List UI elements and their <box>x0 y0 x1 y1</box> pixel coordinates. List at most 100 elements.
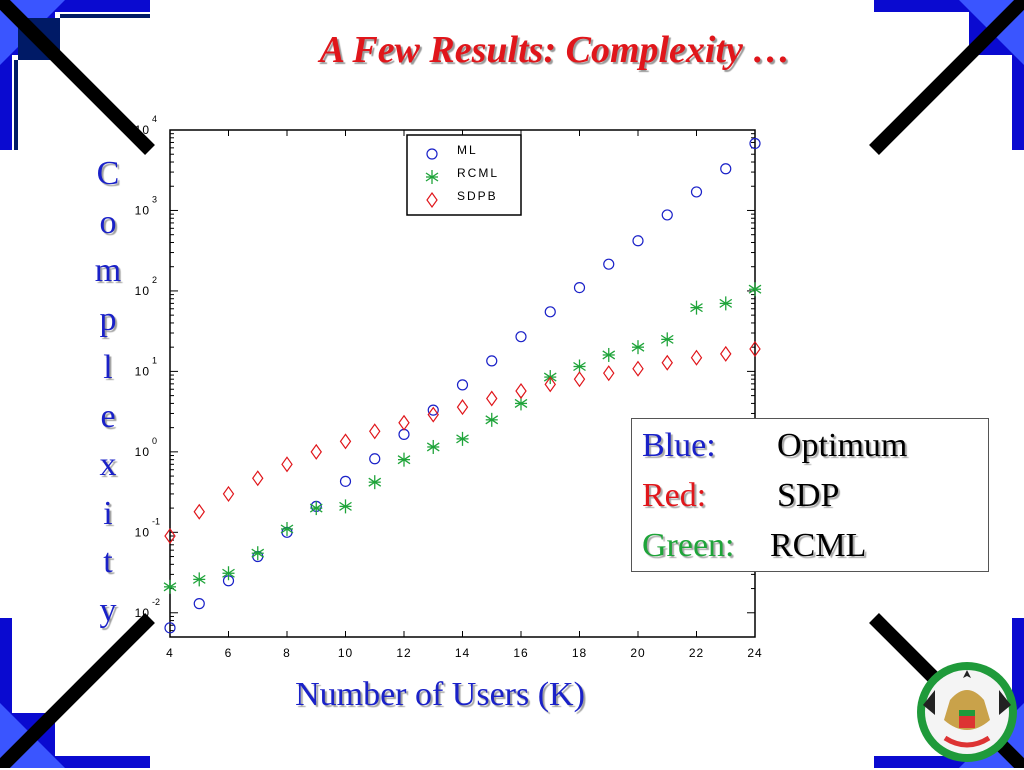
data-point-ml <box>720 163 732 175</box>
y-tick-exponent: -1 <box>152 516 160 526</box>
y-title-letter: x <box>99 446 117 483</box>
data-point-ml <box>193 598 205 610</box>
x-tick-label: 22 <box>689 646 704 660</box>
color-key-row: Blue: Optimum <box>642 427 907 465</box>
x-axis-title: Number of Users (K) <box>295 676 585 713</box>
y-title-letter: t <box>103 543 113 580</box>
corner-frame-bottom-left <box>0 608 160 768</box>
corner-frame-icon <box>869 0 1024 155</box>
color-key-row: Red: SDP <box>642 477 839 515</box>
data-point-ml <box>515 331 527 343</box>
data-point-sdpb <box>690 349 703 366</box>
x-tick-label: 10 <box>338 646 353 660</box>
data-point-sdpb <box>632 360 644 377</box>
y-tick-exponent: -2 <box>152 597 160 607</box>
color-key-value: SDP <box>777 477 840 514</box>
corner-frame-icon <box>0 613 155 768</box>
y-tick-exponent: 3 <box>152 194 157 204</box>
data-point-sdpb <box>369 423 381 440</box>
y-title-letter: o <box>99 203 117 241</box>
x-tick-label: 24 <box>747 646 762 660</box>
data-point-sdpb <box>222 485 235 502</box>
emblem-icon <box>917 662 1017 762</box>
data-point-rcml <box>251 546 265 561</box>
legend-label: RCML <box>457 166 499 180</box>
data-point-rcml <box>690 300 703 315</box>
data-point-sdpb <box>456 399 469 416</box>
data-point-sdpb <box>603 365 615 382</box>
data-point-ml <box>544 306 556 318</box>
data-point-rcml <box>631 340 645 355</box>
data-point-sdpb <box>164 527 176 545</box>
data-point-rcml <box>368 475 382 490</box>
data-point-ml <box>573 281 586 294</box>
color-key-label: Blue: <box>642 427 716 464</box>
data-point-rcml <box>192 572 206 587</box>
corner-frame-top-left <box>0 0 160 160</box>
color-key-label: Green: <box>642 527 735 564</box>
slide-title: A Few Results: Complexity … <box>319 29 791 71</box>
data-point-ml <box>749 137 761 150</box>
corner-frame-icon <box>0 0 155 155</box>
data-point-sdpb <box>749 340 761 357</box>
emblem <box>915 660 1020 765</box>
y-title-letter: l <box>103 349 113 386</box>
y-tick-label: 10 <box>135 525 150 539</box>
data-point-rcml <box>748 282 762 297</box>
complexity-scatter-chart: 4 6 8 10 12 14 16 18 20 22 2410-210-11001011021031… <box>135 114 762 660</box>
x-tick-label: 20 <box>630 646 645 660</box>
y-tick-label: 10 <box>135 203 150 217</box>
y-tick-label: 10 <box>135 606 150 620</box>
y-tick-exponent: 4 <box>152 114 157 124</box>
y-title-letter: m <box>94 252 122 289</box>
data-point-rcml <box>163 579 177 594</box>
data-point-sdpb <box>310 443 322 460</box>
data-point-ml <box>339 475 352 487</box>
y-tick-label: 10 <box>135 445 150 459</box>
y-tick-label: 10 <box>135 123 150 137</box>
data-point-rcml <box>280 521 294 536</box>
data-point-sdpb <box>544 376 556 393</box>
data-point-ml <box>486 355 498 367</box>
data-point-rcml <box>456 431 469 446</box>
y-tick-label: 10 <box>135 364 150 378</box>
color-key-label: Red: <box>642 477 707 514</box>
data-point-sdpb <box>193 503 205 520</box>
data-point-rcml <box>719 296 733 311</box>
legend-marker-rcml <box>425 170 439 184</box>
data-point-sdpb <box>515 382 527 400</box>
x-tick-label: 6 <box>225 646 233 660</box>
data-point-sdpb <box>573 371 586 388</box>
y-tick-exponent: 1 <box>152 355 157 365</box>
y-title-letter: p <box>99 300 117 338</box>
data-point-ml <box>164 622 176 634</box>
y-title-letter: y <box>99 591 117 629</box>
x-tick-label: 12 <box>396 646 411 660</box>
data-point-sdpb <box>398 414 410 431</box>
data-point-sdpb <box>486 390 498 407</box>
color-key-value: RCML <box>770 527 867 564</box>
data-point-sdpb <box>661 354 673 371</box>
data-point-rcml <box>397 452 411 467</box>
y-tick-exponent: 2 <box>152 275 157 285</box>
data-point-rcml <box>660 332 674 347</box>
legend-label: SDPB <box>457 189 498 203</box>
color-key-box: Blue: Optimum Red: SDP Green: RCML <box>631 418 989 572</box>
data-point-sdpb <box>427 406 439 423</box>
data-point-ml <box>456 379 469 391</box>
data-point-sdpb <box>281 456 293 473</box>
x-tick-label: 14 <box>455 646 470 660</box>
data-point-ml <box>690 186 703 198</box>
y-tick-label: 10 <box>135 284 150 298</box>
y-tick-exponent: 0 <box>152 436 157 446</box>
legend-marker-sdpb <box>426 191 438 209</box>
data-point-rcml <box>602 347 616 362</box>
data-point-ml <box>369 453 381 465</box>
x-tick-label: 16 <box>513 646 528 660</box>
data-point-rcml <box>426 439 440 454</box>
corner-frame-top-right <box>864 0 1024 160</box>
y-title-letter: i <box>103 494 113 532</box>
y-axis-title: C o m p l e x i t y <box>88 150 128 635</box>
data-point-sdpb <box>252 470 264 487</box>
legend-marker-ml <box>426 148 438 160</box>
